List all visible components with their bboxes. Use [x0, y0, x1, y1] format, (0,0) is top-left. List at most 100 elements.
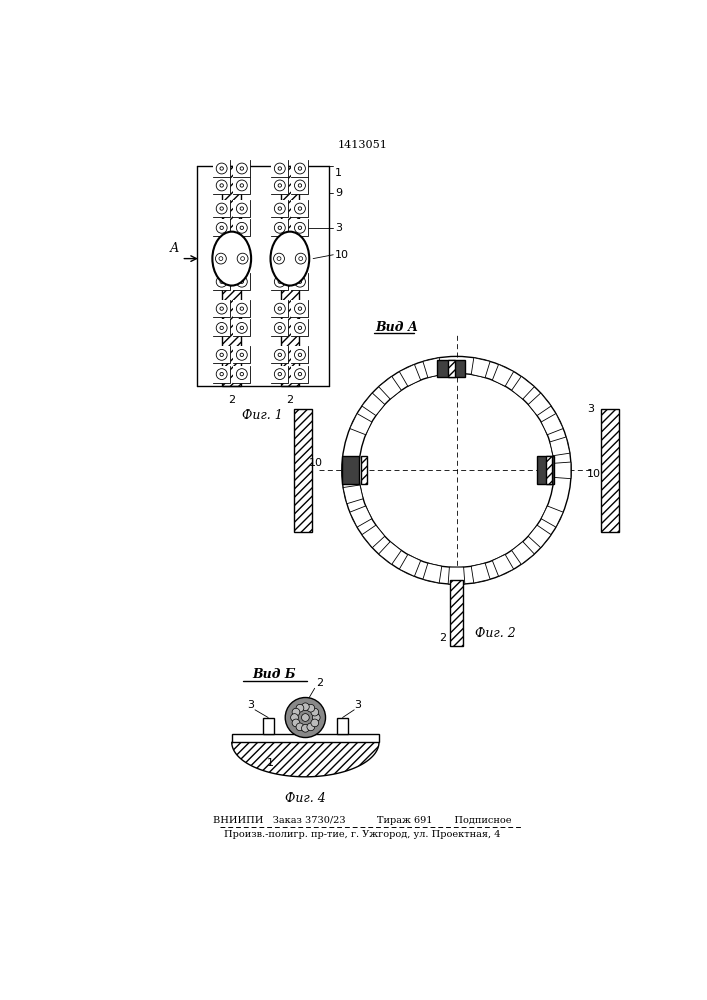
Polygon shape — [343, 485, 363, 504]
Circle shape — [295, 276, 305, 287]
Bar — [291, 300, 308, 317]
Polygon shape — [379, 542, 402, 564]
Circle shape — [292, 719, 300, 727]
Bar — [271, 177, 288, 194]
Circle shape — [240, 280, 243, 283]
Bar — [291, 160, 308, 177]
Text: 3: 3 — [247, 700, 255, 710]
Circle shape — [298, 167, 302, 170]
Bar — [233, 346, 250, 363]
Circle shape — [220, 326, 223, 330]
Bar — [263, 718, 274, 734]
Circle shape — [236, 276, 247, 287]
Bar — [233, 160, 250, 177]
Polygon shape — [423, 563, 442, 583]
Bar — [233, 346, 250, 363]
Circle shape — [216, 203, 227, 214]
Bar — [291, 160, 308, 177]
Circle shape — [240, 207, 243, 210]
Circle shape — [240, 167, 243, 170]
Bar — [233, 177, 250, 194]
Circle shape — [274, 303, 285, 314]
Circle shape — [274, 276, 285, 287]
Bar — [291, 300, 308, 317]
Circle shape — [301, 724, 309, 732]
Bar — [271, 366, 288, 383]
Circle shape — [237, 253, 248, 264]
Bar — [291, 273, 308, 290]
Bar — [291, 177, 308, 194]
Circle shape — [220, 226, 223, 229]
Circle shape — [240, 226, 243, 229]
Text: 10: 10 — [335, 250, 349, 260]
Circle shape — [274, 349, 285, 360]
Circle shape — [216, 276, 227, 287]
Circle shape — [236, 203, 247, 214]
Bar — [271, 200, 288, 217]
Circle shape — [216, 222, 227, 233]
Bar — [233, 366, 250, 383]
Text: 1413051: 1413051 — [338, 140, 387, 150]
Polygon shape — [541, 414, 563, 435]
Circle shape — [312, 714, 320, 721]
Bar — [233, 319, 250, 336]
Bar — [233, 219, 250, 236]
Circle shape — [298, 353, 302, 357]
Circle shape — [301, 703, 309, 711]
Circle shape — [219, 257, 223, 261]
Text: Вид А: Вид А — [375, 321, 418, 334]
Bar — [213, 200, 230, 217]
Polygon shape — [512, 542, 534, 564]
Circle shape — [274, 163, 285, 174]
Circle shape — [298, 184, 302, 187]
Bar — [537, 456, 554, 484]
Bar — [213, 300, 230, 317]
Circle shape — [278, 372, 281, 376]
Bar — [233, 219, 250, 236]
Bar — [223, 166, 241, 386]
Circle shape — [240, 307, 243, 310]
Polygon shape — [379, 376, 402, 399]
Circle shape — [311, 708, 319, 716]
Circle shape — [236, 180, 247, 191]
Text: 2: 2 — [228, 395, 235, 405]
Bar — [291, 366, 308, 383]
Polygon shape — [541, 506, 563, 527]
Bar — [291, 319, 308, 336]
Bar — [271, 319, 288, 336]
Circle shape — [278, 207, 281, 210]
Polygon shape — [399, 554, 421, 576]
Circle shape — [307, 704, 315, 712]
Circle shape — [277, 257, 281, 261]
Circle shape — [295, 369, 305, 380]
Text: 1: 1 — [267, 758, 274, 768]
Circle shape — [220, 207, 223, 210]
Polygon shape — [362, 393, 385, 416]
Bar — [213, 177, 230, 194]
Bar — [213, 319, 230, 336]
Bar — [213, 273, 230, 290]
Circle shape — [240, 353, 243, 357]
Bar — [213, 300, 230, 317]
Bar — [361, 456, 368, 484]
Polygon shape — [472, 563, 490, 583]
Bar — [293, 409, 312, 532]
Circle shape — [295, 203, 305, 214]
Bar — [213, 160, 230, 177]
Text: Произв.-полигр. пр-тие, г. Ужгород, ул. Проектная, 4: Произв.-полигр. пр-тие, г. Ужгород, ул. … — [225, 830, 501, 839]
Circle shape — [298, 307, 302, 310]
Circle shape — [295, 303, 305, 314]
Circle shape — [298, 226, 302, 229]
Text: 2: 2 — [286, 395, 293, 405]
Bar — [271, 273, 288, 290]
Polygon shape — [448, 567, 465, 584]
Circle shape — [216, 349, 227, 360]
Text: 10: 10 — [308, 458, 322, 468]
Text: 2: 2 — [439, 633, 446, 643]
Bar — [291, 200, 308, 217]
Circle shape — [298, 372, 302, 376]
Circle shape — [220, 307, 223, 310]
Circle shape — [274, 203, 285, 214]
Bar — [291, 200, 308, 217]
Bar — [271, 300, 288, 317]
